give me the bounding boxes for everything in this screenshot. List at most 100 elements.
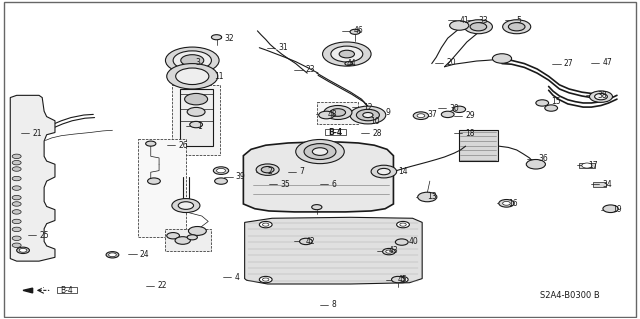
- Circle shape: [396, 239, 408, 245]
- Circle shape: [312, 204, 322, 210]
- Circle shape: [502, 20, 531, 34]
- Text: 34: 34: [602, 180, 612, 189]
- Circle shape: [12, 227, 21, 232]
- Circle shape: [211, 35, 221, 40]
- Text: B-4: B-4: [61, 286, 74, 294]
- Circle shape: [508, 23, 525, 31]
- Circle shape: [188, 226, 206, 235]
- Text: 32: 32: [224, 34, 234, 43]
- Text: 27: 27: [564, 59, 573, 68]
- Circle shape: [187, 108, 205, 116]
- Circle shape: [262, 223, 269, 226]
- Circle shape: [304, 144, 336, 160]
- Text: 29: 29: [466, 111, 476, 120]
- Circle shape: [106, 252, 119, 258]
- Text: 1: 1: [197, 122, 202, 131]
- Bar: [325, 129, 346, 135]
- Text: 7: 7: [300, 167, 305, 176]
- Text: 46: 46: [353, 26, 363, 35]
- Text: 26: 26: [178, 141, 188, 150]
- Circle shape: [418, 192, 437, 202]
- Circle shape: [175, 237, 190, 244]
- Text: 3: 3: [195, 58, 200, 67]
- Circle shape: [323, 42, 371, 66]
- Text: 28: 28: [372, 129, 382, 138]
- Text: 24: 24: [140, 250, 150, 259]
- Text: 10: 10: [370, 117, 380, 126]
- Circle shape: [330, 109, 346, 116]
- Circle shape: [19, 249, 27, 252]
- Circle shape: [12, 210, 21, 214]
- Text: 6: 6: [332, 180, 337, 189]
- Text: B-4: B-4: [328, 128, 342, 137]
- Bar: [179, 89, 212, 146]
- Text: 13: 13: [428, 192, 437, 202]
- Circle shape: [386, 250, 392, 253]
- Text: 19: 19: [612, 205, 622, 214]
- Text: 31: 31: [278, 43, 288, 52]
- Text: 36: 36: [538, 154, 548, 163]
- Polygon shape: [10, 95, 55, 261]
- Circle shape: [442, 111, 454, 118]
- Bar: [317, 102, 358, 124]
- Circle shape: [499, 199, 514, 207]
- Text: 41: 41: [460, 16, 469, 25]
- Text: 2: 2: [268, 167, 273, 176]
- Circle shape: [167, 233, 179, 239]
- Text: 30: 30: [449, 104, 459, 113]
- Circle shape: [324, 106, 352, 120]
- Text: 18: 18: [466, 129, 475, 138]
- Text: 37: 37: [428, 110, 437, 119]
- Circle shape: [356, 109, 380, 121]
- Circle shape: [296, 139, 344, 164]
- Circle shape: [383, 249, 396, 255]
- Circle shape: [184, 93, 207, 105]
- Circle shape: [363, 113, 373, 118]
- Circle shape: [589, 91, 612, 102]
- Circle shape: [12, 160, 21, 165]
- Circle shape: [453, 106, 466, 113]
- Circle shape: [12, 202, 21, 206]
- Circle shape: [214, 178, 227, 184]
- Circle shape: [603, 205, 618, 212]
- Circle shape: [345, 62, 353, 65]
- Circle shape: [180, 55, 204, 66]
- Circle shape: [331, 46, 363, 62]
- Circle shape: [12, 186, 21, 190]
- Circle shape: [148, 178, 161, 184]
- Bar: [593, 182, 606, 187]
- Text: 15: 15: [551, 97, 561, 106]
- Bar: [172, 85, 220, 155]
- Circle shape: [213, 167, 228, 174]
- Circle shape: [595, 93, 607, 100]
- Text: 38: 38: [598, 91, 607, 100]
- Circle shape: [470, 23, 486, 31]
- Text: 40: 40: [408, 237, 418, 246]
- Circle shape: [259, 276, 272, 283]
- Circle shape: [526, 160, 545, 169]
- Circle shape: [261, 167, 274, 173]
- Circle shape: [396, 276, 408, 283]
- Circle shape: [339, 50, 355, 58]
- Circle shape: [417, 114, 425, 118]
- Circle shape: [256, 164, 279, 175]
- Bar: [138, 139, 186, 237]
- Text: 4: 4: [234, 272, 239, 281]
- Circle shape: [378, 168, 390, 175]
- Circle shape: [12, 154, 21, 159]
- Circle shape: [173, 51, 211, 70]
- Circle shape: [189, 122, 202, 128]
- Text: 42: 42: [306, 237, 316, 246]
- Circle shape: [582, 163, 592, 168]
- Circle shape: [12, 167, 21, 171]
- Circle shape: [12, 176, 21, 181]
- Circle shape: [399, 278, 405, 281]
- Circle shape: [12, 236, 21, 241]
- Text: S2A4-B0300 B: S2A4-B0300 B: [540, 291, 600, 300]
- Circle shape: [545, 105, 557, 111]
- Text: 22: 22: [157, 281, 166, 290]
- Circle shape: [17, 247, 29, 254]
- Text: 25: 25: [39, 231, 49, 240]
- Circle shape: [536, 100, 548, 106]
- Circle shape: [400, 223, 406, 226]
